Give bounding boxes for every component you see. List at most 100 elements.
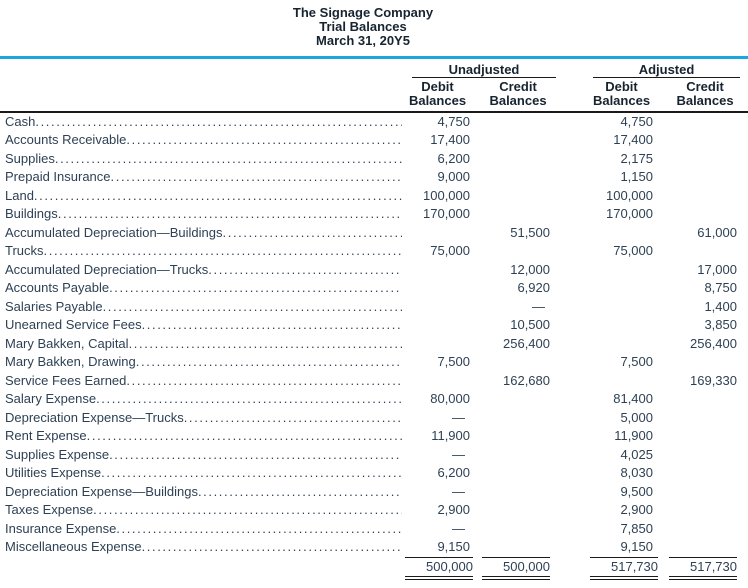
account-name: Accounts Payable (5, 280, 110, 295)
company-name: The Signage Company (292, 5, 434, 20)
cell-unadjusted-credit (470, 446, 550, 465)
account-cell: Trucks (0, 242, 405, 261)
column-header-unadjusted-debit: Debit Balances (405, 80, 470, 108)
table-row: Insurance Expense — 7,850 (0, 520, 748, 539)
account-name: Cash (5, 113, 36, 129)
account-cell: Supplies Expense (0, 446, 405, 465)
group-gap (550, 335, 590, 354)
table-row: Land 100,000 100,000 (0, 187, 748, 206)
total-unadjusted-credit-cell: 500,000 (470, 556, 550, 581)
group-gap (550, 353, 590, 372)
cell-adjusted-debit: 2,175 (620, 150, 653, 166)
account-name: Accumulated Depreciation—Buildings (5, 224, 223, 240)
cell-adjusted-debit (590, 372, 653, 391)
cell-unadjusted-debit: — (452, 446, 465, 462)
cell-adjusted-debit: 7,850 (620, 520, 653, 536)
total-adjusted-debit-cell: 517,730 (590, 556, 658, 581)
cell-unadjusted-debit (405, 261, 470, 280)
account-name: Utilities Expense (5, 465, 102, 480)
adjusted-group-header: Adjusted (593, 62, 740, 78)
cell-unadjusted-debit (405, 335, 470, 354)
table-row: Depreciation Expense—Buildings — 9,500 (0, 483, 748, 502)
cell-unadjusted-debit: 7,500 (437, 354, 470, 369)
account-cell: Salary Expense (0, 390, 405, 409)
totals-row: 500,000 500,000 517,730 517,730 (0, 556, 748, 581)
cell-adjusted-debit: 1,150 (620, 169, 653, 184)
cell-adjusted-credit: 1,400 (704, 298, 737, 314)
account-cell: Service Fees Earned (0, 372, 405, 391)
cell-adjusted-debit: 100,000 (606, 187, 653, 203)
dot-leader (58, 205, 402, 224)
cell-unadjusted-credit: 12,000 (510, 261, 550, 277)
cell-unadjusted-debit: 4,750 (437, 113, 470, 129)
column-header-adjusted-debit: Debit Balances (590, 80, 653, 108)
cell-adjusted-credit (653, 168, 737, 187)
account-name: Salaries Payable (5, 298, 103, 314)
account-cell: Insurance Expense (0, 520, 405, 539)
account-cell: Depreciation Expense—Buildings (0, 483, 405, 502)
cell-unadjusted-credit: 10,500 (510, 317, 550, 332)
dot-leader (103, 298, 402, 317)
account-name: Rent Expense (5, 428, 87, 443)
cell-adjusted-credit: 256,400 (690, 335, 737, 351)
table-row: Accumulated Depreciation—Buildings 51,50… (0, 224, 748, 243)
account-cell: Prepaid Insurance (0, 168, 405, 187)
account-cell: Accumulated Depreciation—Buildings (0, 224, 405, 243)
cell-unadjusted-credit (470, 483, 550, 502)
dot-leader (116, 520, 402, 539)
cell-adjusted-debit: 75,000 (613, 243, 653, 258)
account-name: Accounts Receivable (5, 132, 127, 147)
account-name: Depreciation Expense—Trucks (5, 409, 184, 425)
column-header-line: Credit (686, 79, 724, 94)
dot-leader (109, 279, 402, 298)
cell-adjusted-debit (590, 224, 653, 243)
group-gap (550, 187, 590, 206)
group-gap (550, 464, 590, 483)
cell-unadjusted-credit (470, 520, 550, 539)
account-cell: Unearned Service Fees (0, 316, 405, 335)
cell-adjusted-debit: 2,900 (620, 502, 653, 517)
cell-unadjusted-debit: — (452, 520, 465, 536)
dot-leader (142, 538, 402, 557)
group-gap (550, 261, 590, 280)
cell-unadjusted-debit: 75,000 (430, 243, 470, 258)
column-header-line: Balances (592, 93, 651, 108)
table-row: Utilities Expense 6,200 8,030 (0, 464, 748, 483)
cell-unadjusted-credit: 6,920 (517, 280, 550, 295)
account-name: Trucks (5, 243, 44, 258)
account-cell: Accounts Receivable (0, 131, 405, 150)
group-gap (550, 557, 590, 581)
cell-unadjusted-credit: 51,500 (510, 224, 550, 240)
account-name: Land (5, 187, 34, 203)
dot-leader (126, 131, 402, 150)
cell-unadjusted-debit: 6,200 (437, 150, 470, 166)
cell-adjusted-credit (653, 464, 737, 483)
table-row: Supplies Expense — 4,025 (0, 446, 748, 465)
cell-adjusted-credit: 17,000 (697, 261, 737, 277)
dot-leader (126, 372, 402, 391)
table-row: Mary Bakken, Capital 256,400 256,400 (0, 335, 748, 354)
table-row: Accounts Payable 6,920 8,750 (0, 279, 748, 298)
total-unadjusted-debit-cell: 500,000 (405, 556, 473, 581)
group-gap (550, 316, 590, 335)
table-row: Depreciation Expense—Trucks — 5,000 (0, 409, 748, 428)
cell-adjusted-debit: 17,400 (613, 132, 653, 147)
cell-unadjusted-debit: — (452, 483, 465, 499)
cell-unadjusted-debit (405, 372, 470, 391)
account-cell: Taxes Expense (0, 501, 405, 520)
account-cell: Accumulated Depreciation—Trucks (0, 261, 405, 280)
dot-leader (96, 390, 402, 409)
group-gap (550, 205, 590, 224)
accent-rule-top (0, 56, 748, 59)
cell-adjusted-credit: 61,000 (697, 224, 737, 240)
dot-leader (34, 187, 402, 206)
cell-adjusted-credit (653, 538, 737, 557)
cell-adjusted-debit: 11,900 (614, 428, 653, 443)
group-gap (550, 409, 590, 428)
account-name: Prepaid Insurance (5, 169, 111, 184)
cell-unadjusted-debit (405, 298, 470, 317)
cell-adjusted-debit: 8,030 (620, 465, 653, 480)
cell-adjusted-debit: 7,500 (620, 354, 653, 369)
account-name: Service Fees Earned (5, 372, 127, 388)
